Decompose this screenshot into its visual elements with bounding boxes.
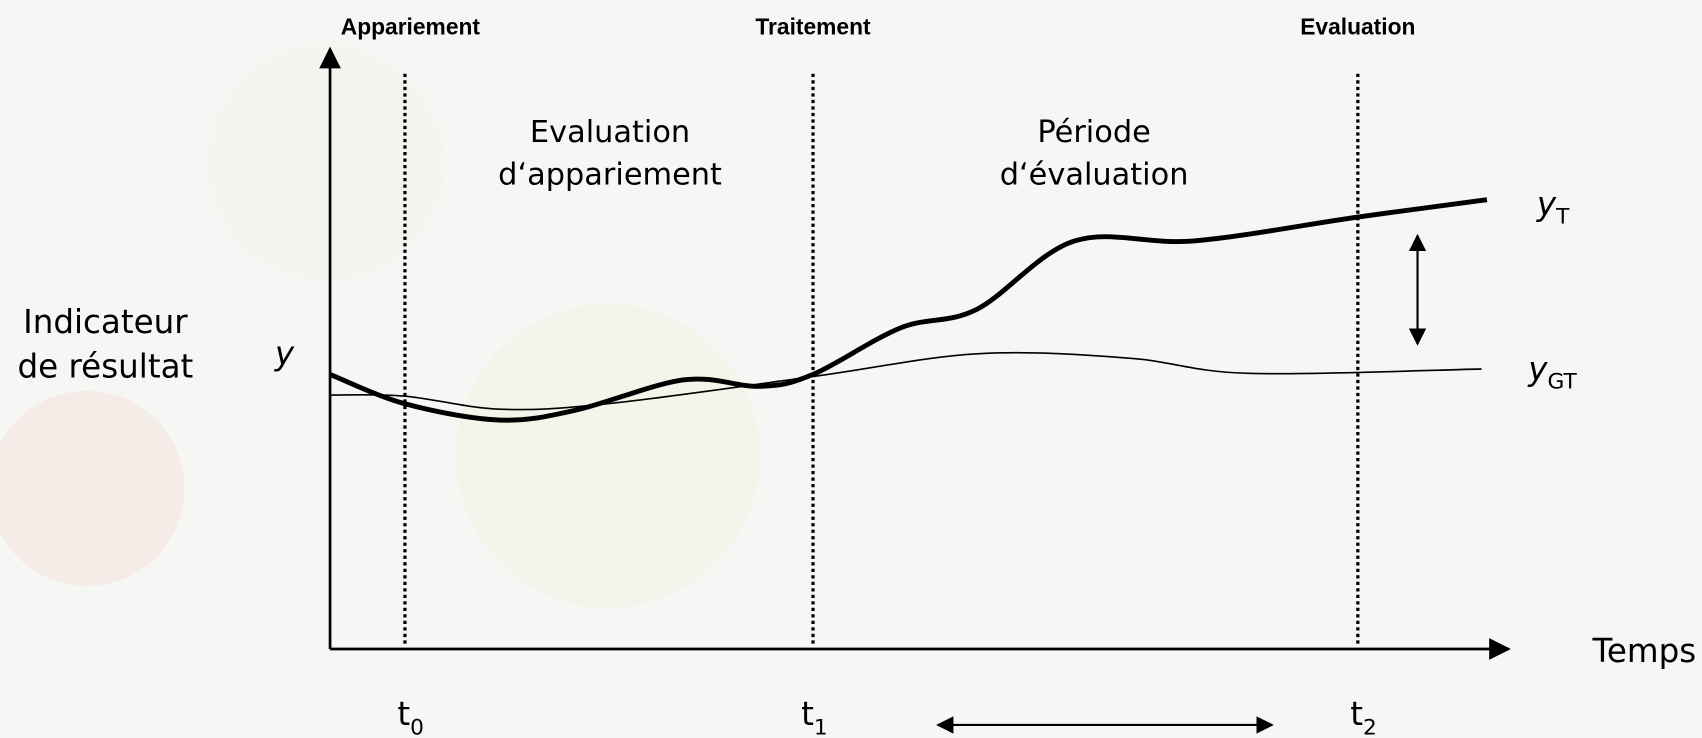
time-main: t (1350, 695, 1363, 733)
treated-curve (329, 197, 1488, 423)
period-label: Evaluation (530, 115, 690, 150)
y-symbol: y (274, 335, 295, 373)
period-lines (403, 73, 1360, 647)
time-sub: 2 (1363, 716, 1377, 738)
header: Appariement (341, 14, 481, 40)
time-sub: 0 (410, 716, 424, 738)
header: Traitement (755, 14, 871, 40)
period-label: d‘évaluation (1000, 158, 1189, 193)
time-point: t1 (801, 695, 828, 738)
time-sub: 1 (814, 716, 828, 738)
header: Evaluation (1300, 14, 1415, 40)
time-main: t (397, 695, 410, 733)
curve-sub: T (1555, 205, 1570, 230)
curve-sub: GT (1547, 370, 1577, 395)
curve-main: y (1527, 350, 1548, 388)
time-point: t2 (1350, 695, 1377, 738)
curve-label: yT (1536, 185, 1570, 230)
curve-label: yGT (1527, 350, 1577, 395)
y-axis-label: Indicateur (23, 303, 188, 341)
y-axis-label: de résultat (17, 348, 193, 386)
period-label: d‘appariement (498, 158, 722, 193)
time-point: t0 (397, 695, 424, 738)
time-main: t (801, 695, 814, 733)
curve-main: y (1536, 185, 1557, 223)
control-curve (330, 351, 1482, 411)
period-label: Période (1037, 115, 1150, 150)
x-axis-label: Temps (1591, 632, 1696, 670)
